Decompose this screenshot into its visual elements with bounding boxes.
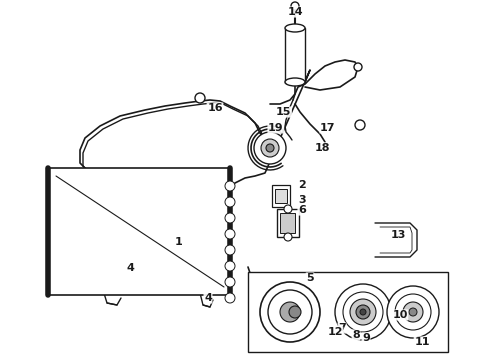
Text: 12: 12 xyxy=(327,327,343,337)
Bar xyxy=(275,189,287,203)
Circle shape xyxy=(225,293,235,303)
Circle shape xyxy=(260,282,320,342)
Text: 4: 4 xyxy=(204,293,212,303)
Text: 1: 1 xyxy=(175,237,183,247)
Circle shape xyxy=(360,309,366,315)
Circle shape xyxy=(356,305,370,319)
Circle shape xyxy=(409,308,417,316)
Text: 2: 2 xyxy=(298,180,306,190)
Circle shape xyxy=(195,93,205,103)
Circle shape xyxy=(225,229,235,239)
Text: 19: 19 xyxy=(268,123,284,133)
Text: 17: 17 xyxy=(320,123,336,133)
Text: 13: 13 xyxy=(391,230,406,240)
Circle shape xyxy=(268,290,312,334)
Circle shape xyxy=(284,233,292,241)
Circle shape xyxy=(225,213,235,223)
Circle shape xyxy=(350,299,376,325)
Text: 9: 9 xyxy=(362,333,370,343)
Circle shape xyxy=(266,144,274,152)
Text: 8: 8 xyxy=(352,330,360,340)
Circle shape xyxy=(225,181,235,191)
Circle shape xyxy=(395,294,431,330)
Text: 3: 3 xyxy=(298,195,306,205)
Bar xyxy=(285,28,305,83)
Circle shape xyxy=(261,139,279,157)
Circle shape xyxy=(343,292,383,332)
Circle shape xyxy=(280,302,300,322)
Circle shape xyxy=(291,2,299,10)
Text: 11: 11 xyxy=(414,337,430,347)
Text: 4: 4 xyxy=(126,263,134,273)
Circle shape xyxy=(225,261,235,271)
Circle shape xyxy=(335,284,391,340)
Bar xyxy=(277,209,299,237)
Bar xyxy=(280,213,295,233)
Circle shape xyxy=(225,277,235,287)
Circle shape xyxy=(284,205,292,213)
Circle shape xyxy=(355,120,365,130)
Circle shape xyxy=(254,132,286,164)
Circle shape xyxy=(225,197,235,207)
Text: 18: 18 xyxy=(315,143,330,153)
Text: 6: 6 xyxy=(298,205,306,215)
Bar xyxy=(48,168,230,295)
Circle shape xyxy=(403,302,423,322)
Circle shape xyxy=(289,306,301,318)
Circle shape xyxy=(354,63,362,71)
Bar xyxy=(248,272,448,352)
Text: 15: 15 xyxy=(276,107,292,117)
Text: 14: 14 xyxy=(287,7,303,17)
Circle shape xyxy=(225,245,235,255)
Ellipse shape xyxy=(285,24,305,32)
Text: 7: 7 xyxy=(338,323,346,333)
Text: 10: 10 xyxy=(392,310,408,320)
Circle shape xyxy=(387,286,439,338)
Text: 5: 5 xyxy=(306,273,314,283)
Text: 16: 16 xyxy=(207,103,223,113)
Ellipse shape xyxy=(285,78,305,86)
Bar xyxy=(272,185,290,207)
